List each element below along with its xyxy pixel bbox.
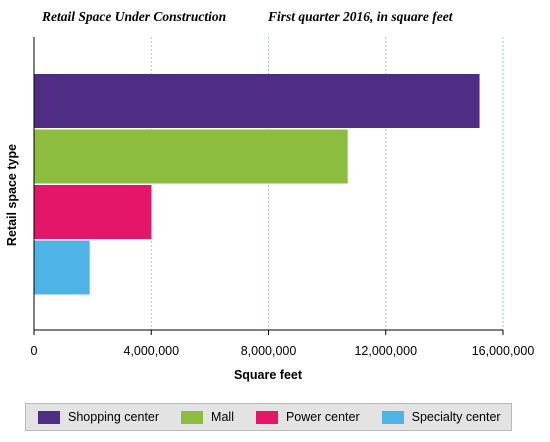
legend-label: Shopping center — [68, 410, 160, 424]
legend-swatch — [381, 410, 404, 424]
legend-label: Specialty center — [411, 410, 501, 424]
legend-swatch — [181, 410, 204, 424]
bar — [34, 129, 348, 184]
tick-labels: 0 4,000,000 8,000,000 12,000,000 16,000,000 — [31, 344, 535, 358]
chart-subtitle: First quarter 2016, in square feet — [268, 9, 453, 24]
legend-item-mall: Mall — [181, 410, 234, 424]
x-axis-label: Square feet — [233, 368, 303, 382]
legend-swatch — [255, 410, 278, 424]
x-tick-label: 0 — [31, 344, 38, 358]
chart-title: Retail Space Under Construction — [42, 9, 227, 24]
axes — [33, 37, 504, 335]
legend-label: Mall — [211, 410, 234, 424]
legend-swatch — [38, 410, 60, 424]
x-tick-label: 4,000,000 — [123, 344, 179, 358]
legend-label: Power center — [285, 410, 360, 424]
bar — [34, 74, 480, 128]
bar — [34, 240, 90, 295]
x-tick-label: 12,000,000 — [354, 344, 417, 358]
legend-item-power-center: Power center — [255, 410, 360, 424]
bars — [34, 74, 480, 295]
x-tick-label: 8,000,000 — [241, 344, 297, 358]
legend-item-specialty-center: Specialty center — [381, 410, 501, 424]
x-tick-label: 16,000,000 — [472, 344, 535, 358]
bar — [34, 185, 152, 239]
legend: Shopping center Mall Power center Specia… — [25, 403, 512, 431]
legend-item-shopping-center: Shopping center — [38, 410, 159, 424]
